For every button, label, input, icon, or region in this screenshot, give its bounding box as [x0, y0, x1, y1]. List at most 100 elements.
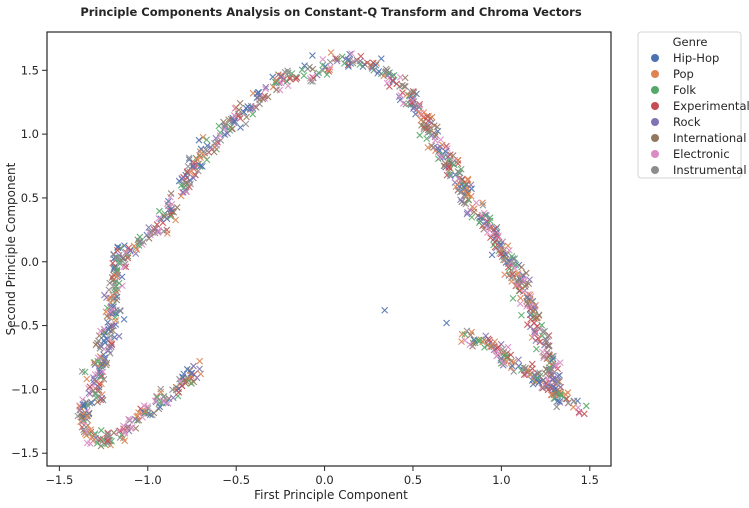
data-point: [423, 135, 431, 142]
data-point: [90, 374, 97, 382]
data-point: [264, 93, 272, 101]
data-point: [145, 234, 153, 242]
data-point: [466, 341, 474, 348]
data-point: [196, 365, 203, 373]
data-point: [553, 403, 561, 411]
data-point: [148, 411, 156, 419]
data-point: [96, 380, 103, 388]
legend-label: Instrumental: [673, 163, 747, 177]
data-point: [431, 136, 439, 144]
legend-marker: [651, 166, 659, 174]
data-point: [184, 163, 192, 170]
data-point: [259, 95, 267, 103]
data-point: [450, 161, 458, 169]
data-point: [185, 156, 193, 164]
data-point: [79, 401, 87, 409]
data-point: [83, 439, 91, 447]
data-point: [184, 374, 192, 382]
data-point: [539, 348, 546, 356]
data-point: [400, 82, 408, 90]
data-point: [521, 283, 529, 290]
data-point: [445, 164, 453, 172]
data-point: [319, 55, 327, 63]
data-point: [108, 274, 116, 281]
data-point: [123, 424, 131, 432]
data-point: [153, 393, 161, 401]
data-point: [153, 221, 161, 228]
data-point: [120, 263, 128, 270]
data-point: [504, 343, 512, 351]
data-point: [538, 332, 546, 340]
data-point: [88, 433, 96, 441]
legend-frame: [637, 31, 742, 179]
data-point: [554, 372, 562, 380]
data-point: [182, 377, 190, 385]
data-point: [93, 439, 101, 447]
data-point: [88, 399, 96, 407]
data-point: [497, 245, 505, 252]
data-point: [516, 287, 524, 294]
data-point: [563, 395, 571, 403]
legend-items: Hip-Hop Pop Folk Experimental Rock Internatio…: [651, 51, 749, 177]
data-point: [83, 375, 91, 383]
data-point: [178, 188, 186, 196]
data-point: [464, 175, 472, 183]
data-point: [87, 426, 95, 433]
data-point: [468, 185, 475, 193]
data-point: [531, 306, 539, 314]
data-point: [187, 180, 194, 188]
data-point: [497, 250, 505, 258]
data-point: [288, 70, 296, 77]
data-point: [203, 136, 211, 144]
x-tick-label: −0.5: [222, 473, 250, 487]
data-point: [486, 217, 494, 225]
data-point: [121, 428, 129, 435]
data-point: [180, 184, 188, 191]
data-point: [326, 63, 334, 71]
data-point: [286, 74, 294, 81]
data-point: [122, 263, 130, 271]
data-point: [195, 136, 203, 144]
data-point: [242, 120, 250, 128]
data-point: [112, 317, 120, 324]
y-tick-label: −0.5: [11, 319, 39, 333]
data-point: [438, 141, 446, 149]
data-point: [536, 338, 544, 346]
data-point: [526, 276, 533, 284]
data-point: [415, 108, 422, 116]
data-point: [249, 110, 257, 118]
data-point: [349, 59, 357, 67]
y-axis-label: Second Principle Component: [4, 162, 18, 335]
data-point: [418, 121, 425, 129]
data-point: [110, 264, 118, 271]
data-point: [155, 227, 163, 234]
chart-title: Principle Components Analysis on Constan…: [80, 5, 582, 19]
data-point: [416, 131, 424, 139]
data-point: [396, 73, 404, 81]
data-point: [177, 377, 184, 385]
data-point: [580, 410, 588, 418]
data-point: [345, 63, 352, 70]
data-point: [80, 417, 87, 425]
data-point: [292, 75, 300, 83]
x-tick-label: −1.5: [45, 473, 73, 487]
data-point: [522, 269, 530, 277]
data-point: [190, 174, 197, 182]
data-point: [430, 122, 438, 130]
data-point: [557, 383, 565, 391]
y-tick-label: 0.5: [21, 191, 39, 205]
data-point: [503, 357, 510, 365]
data-point: [441, 159, 449, 167]
data-point: [452, 183, 460, 191]
data-point: [94, 398, 101, 406]
data-point: [107, 343, 115, 351]
data-point: [298, 66, 306, 74]
data-point: [507, 351, 515, 359]
data-point: [333, 57, 341, 65]
data-point: [556, 398, 563, 405]
data-point: [167, 205, 175, 213]
data-point: [108, 340, 116, 348]
data-point: [504, 242, 512, 250]
data-point: [188, 369, 196, 377]
data-point: [236, 99, 244, 107]
